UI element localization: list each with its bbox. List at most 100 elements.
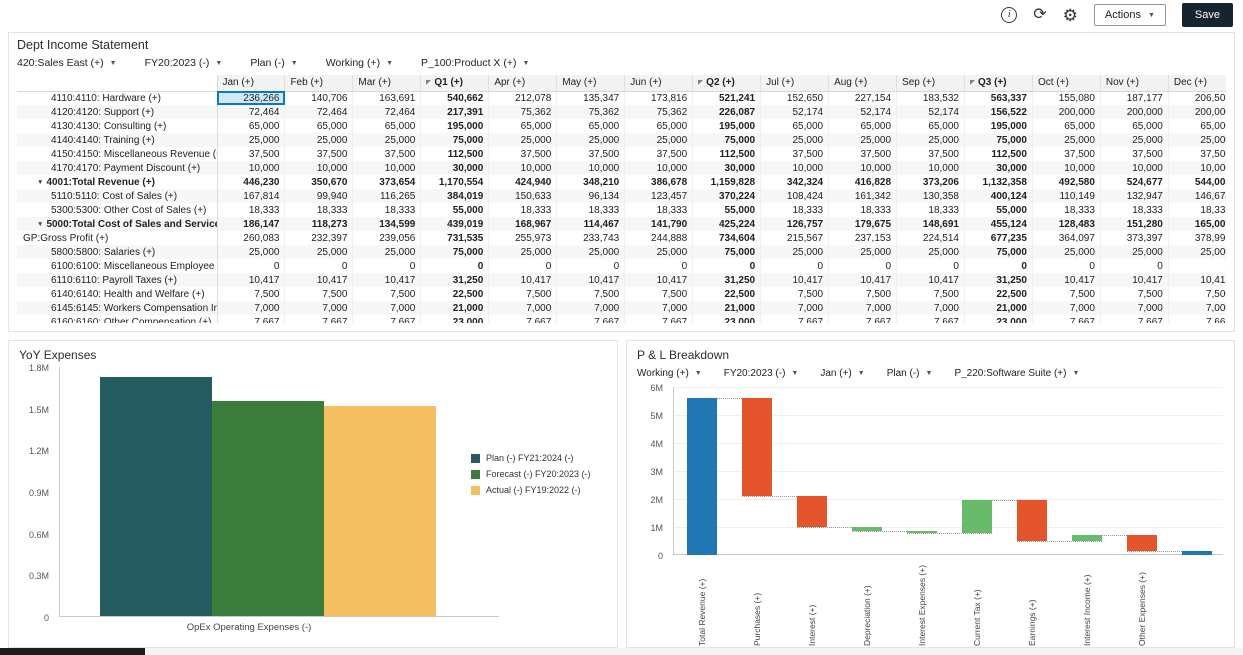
pov-member-product[interactable]: P_220:Software Suite (+) ▼ bbox=[954, 368, 1079, 379]
grid-cell[interactable]: 37,500 bbox=[352, 147, 422, 161]
grid-cell[interactable]: 37,500 bbox=[556, 147, 626, 161]
row-header[interactable]: 6140:6140: Health and Welfare (+) bbox=[17, 287, 218, 301]
grid-cell[interactable]: 25,000 bbox=[488, 245, 558, 259]
grid-cell[interactable]: 140,706 bbox=[284, 91, 354, 105]
grid-cell[interactable]: 23,000 bbox=[692, 315, 762, 323]
grid-cell[interactable]: 18,333 bbox=[488, 203, 558, 217]
grid-cell[interactable]: 342,324 bbox=[760, 175, 830, 189]
row-header[interactable]: 6110:6110: Payroll Taxes (+) bbox=[17, 273, 218, 287]
grid-cell[interactable]: 439,019 bbox=[420, 217, 490, 231]
column-header[interactable]: Jan (+) bbox=[217, 75, 286, 92]
column-header[interactable]: Jul (+) bbox=[760, 75, 830, 92]
grid-cell[interactable]: 224,514 bbox=[896, 231, 965, 245]
legend-item-plan[interactable]: Plan (-) FY21:2024 (-) bbox=[471, 453, 591, 463]
grid-cell[interactable]: 25,000 bbox=[284, 245, 354, 259]
pov-member-entity[interactable]: 420:Sales East (+) ▼ bbox=[17, 57, 117, 69]
waterfall-bar[interactable] bbox=[851, 527, 882, 532]
grid-cell[interactable]: 65,000 bbox=[1032, 119, 1101, 133]
pov-member-version[interactable]: Working (+) ▼ bbox=[326, 57, 393, 69]
row-header[interactable]: 6160:6160: Other Compensation (+) bbox=[17, 315, 218, 323]
grid-cell[interactable]: 7,000 bbox=[217, 301, 286, 315]
grid-cell[interactable]: 99,940 bbox=[284, 189, 354, 203]
grid-cell[interactable]: 25,000 bbox=[828, 133, 898, 147]
waterfall-bar[interactable] bbox=[1016, 500, 1047, 541]
column-header[interactable]: Feb (+) bbox=[284, 75, 354, 92]
grid-cell[interactable]: 0 bbox=[1168, 259, 1226, 273]
grid-cell[interactable]: 7,000 bbox=[760, 301, 830, 315]
column-header[interactable]: Nov (+) bbox=[1100, 75, 1169, 92]
grid-cell[interactable]: 25,000 bbox=[760, 245, 830, 259]
grid-cell[interactable]: 0 bbox=[217, 259, 286, 273]
grid-cell[interactable]: 7,500 bbox=[1100, 287, 1169, 301]
grid-cell[interactable]: 540,662 bbox=[420, 91, 490, 105]
grid-cell[interactable]: 25,000 bbox=[896, 133, 965, 147]
grid-cell[interactable]: 112,500 bbox=[420, 147, 490, 161]
row-header[interactable]: 4140:4140: Training (+) bbox=[17, 133, 218, 147]
column-header[interactable]: Q2 (+) bbox=[692, 75, 762, 92]
waterfall-bar[interactable] bbox=[796, 496, 827, 527]
grid-cell[interactable]: 364,097 bbox=[1032, 231, 1101, 245]
grid-cell[interactable]: 25,000 bbox=[352, 133, 422, 147]
grid-cell[interactable]: 25,000 bbox=[624, 133, 694, 147]
grid-cell[interactable]: 72,464 bbox=[352, 105, 422, 119]
grid-cell[interactable]: 155,080 bbox=[1032, 91, 1101, 105]
column-header[interactable]: Aug (+) bbox=[828, 75, 898, 92]
grid-cell[interactable]: 65,000 bbox=[896, 119, 965, 133]
grid-cell[interactable]: 65,000 bbox=[1168, 119, 1226, 133]
grid-cell[interactable]: 52,174 bbox=[896, 105, 965, 119]
column-header[interactable]: Apr (+) bbox=[488, 75, 558, 92]
grid-cell[interactable]: 0 bbox=[624, 259, 694, 273]
grid-cell[interactable]: 386,678 bbox=[624, 175, 694, 189]
grid-cell[interactable]: 52,174 bbox=[760, 105, 830, 119]
gear-icon[interactable]: ⚙ bbox=[1062, 5, 1078, 25]
waterfall-bar[interactable] bbox=[686, 398, 717, 555]
grid-cell[interactable]: 236,266 bbox=[217, 91, 286, 105]
grid-cell[interactable]: 10,417 bbox=[1168, 273, 1226, 287]
grid-cell[interactable]: 168,967 bbox=[488, 217, 558, 231]
grid-cell[interactable]: 10,000 bbox=[1100, 161, 1169, 175]
grid-cell[interactable]: 31,250 bbox=[964, 273, 1033, 287]
grid-cell[interactable]: 7,500 bbox=[828, 287, 898, 301]
grid-cell[interactable]: 128,483 bbox=[1032, 217, 1101, 231]
grid-cell[interactable]: 30,000 bbox=[964, 161, 1033, 175]
grid-cell[interactable]: 30,000 bbox=[692, 161, 762, 175]
grid-cell[interactable]: 0 bbox=[556, 259, 626, 273]
row-header[interactable]: 4150:4150: Miscellaneous Revenue (+) bbox=[17, 147, 218, 161]
grid-cell[interactable]: 116,265 bbox=[352, 189, 422, 203]
grid-cell[interactable]: 10,417 bbox=[284, 273, 354, 287]
grid-cell[interactable]: 226,087 bbox=[692, 105, 762, 119]
grid-cell[interactable]: 10,417 bbox=[556, 273, 626, 287]
actions-button[interactable]: Actions ▼ bbox=[1093, 4, 1166, 26]
grid-cell[interactable]: 521,241 bbox=[692, 91, 762, 105]
grid-cell[interactable]: 7,500 bbox=[352, 287, 422, 301]
column-header[interactable]: May (+) bbox=[556, 75, 626, 92]
grid-cell[interactable]: 163,691 bbox=[352, 91, 422, 105]
grid-cell[interactable]: 25,000 bbox=[1032, 133, 1101, 147]
waterfall-bar[interactable] bbox=[961, 500, 992, 534]
grid-cell[interactable]: 150,633 bbox=[488, 189, 558, 203]
grid-cell[interactable]: 1,170,554 bbox=[420, 175, 490, 189]
grid-cell[interactable]: 10,000 bbox=[217, 161, 286, 175]
grid-cell[interactable]: 7,000 bbox=[1100, 301, 1169, 315]
waterfall-bar[interactable] bbox=[1126, 534, 1157, 551]
grid-cell[interactable]: 65,000 bbox=[760, 119, 830, 133]
grid-cell[interactable]: 7,667 bbox=[1100, 315, 1169, 323]
grid-cell[interactable]: 7,000 bbox=[624, 301, 694, 315]
grid-cell[interactable]: 7,000 bbox=[556, 301, 626, 315]
grid-cell[interactable]: 7,500 bbox=[217, 287, 286, 301]
grid-cell[interactable]: 25,000 bbox=[1168, 245, 1226, 259]
grid-cell[interactable]: 7,000 bbox=[488, 301, 558, 315]
grid-cell[interactable]: 0 bbox=[964, 259, 1033, 273]
grid-cell[interactable]: 10,000 bbox=[488, 161, 558, 175]
grid-cell[interactable]: 37,500 bbox=[217, 147, 286, 161]
grid-cell[interactable]: 75,000 bbox=[420, 133, 490, 147]
grid-cell[interactable]: 37,500 bbox=[488, 147, 558, 161]
grid-cell[interactable]: 135,347 bbox=[556, 91, 626, 105]
grid-cell[interactable]: 179,675 bbox=[828, 217, 898, 231]
row-header[interactable]: 4130:4130: Consulting (+) bbox=[17, 119, 218, 133]
grid-cell[interactable]: 22,500 bbox=[420, 287, 490, 301]
bar-forecast[interactable] bbox=[212, 401, 324, 616]
grid-cell[interactable]: 25,000 bbox=[1100, 245, 1169, 259]
grid-cell[interactable]: 37,500 bbox=[1100, 147, 1169, 161]
grid-cell[interactable]: 118,273 bbox=[284, 217, 354, 231]
